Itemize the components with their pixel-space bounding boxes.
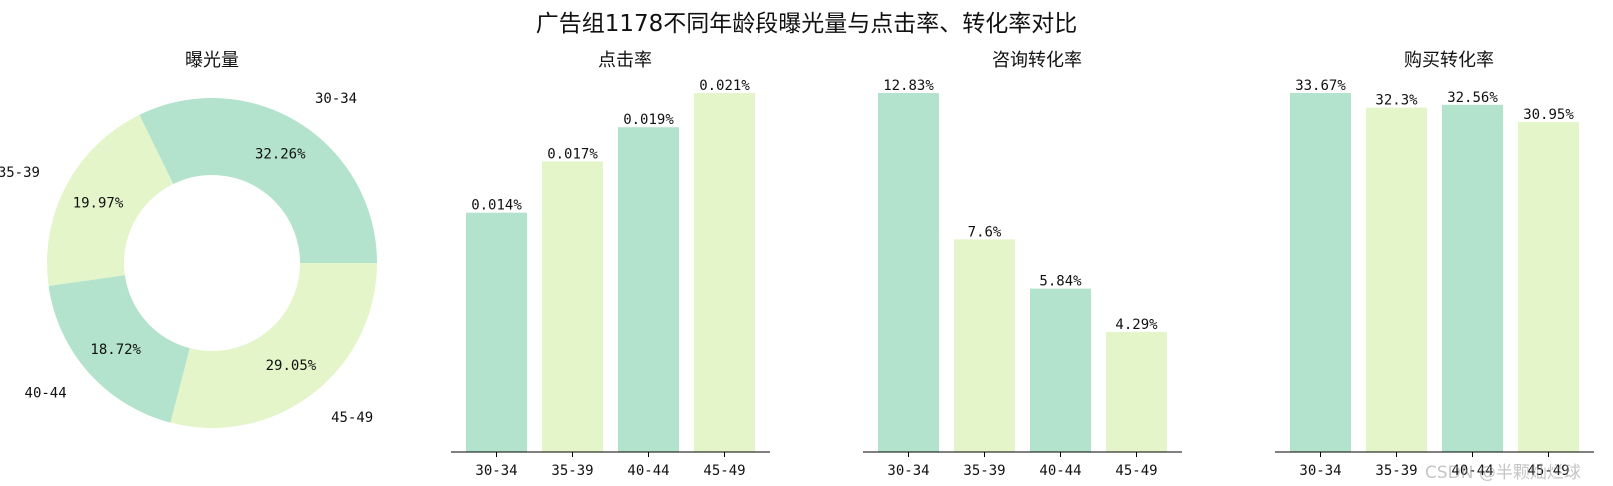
x-tick-label: 30-34 <box>1299 463 1341 479</box>
bar-value-label: 0.019% <box>623 112 674 128</box>
bar-45-49 <box>694 93 755 452</box>
pie-value-label: 32.26% <box>255 146 306 162</box>
pie-slice-40-44 <box>48 275 190 423</box>
bar-value-label: 32.3% <box>1375 93 1418 109</box>
panel-title: 购买转化率 <box>1404 50 1494 71</box>
bar-35-39 <box>1366 107 1427 453</box>
pie-category-label: 45-49 <box>331 410 373 426</box>
watermark: CSDN @半颗灿烂球 <box>1425 463 1581 483</box>
pie-slice-35-39 <box>46 114 174 287</box>
pie-category-label: 35-39 <box>0 165 40 181</box>
bar-35-39 <box>954 239 1015 452</box>
x-tick-label: 35-39 <box>963 463 1005 479</box>
x-tick-label: 45-49 <box>1115 463 1157 479</box>
bar-30-34 <box>1290 93 1351 452</box>
x-tick-label: 40-44 <box>1039 463 1081 479</box>
bar-value-label: 0.021% <box>699 78 750 94</box>
bar-45-49 <box>1518 122 1579 452</box>
x-tick-label: 35-39 <box>551 463 593 479</box>
bar-value-label: 32.56% <box>1447 90 1498 106</box>
pie-slice-30-34 <box>139 97 377 263</box>
pie-category-label: 30-34 <box>315 91 357 107</box>
bar-30-34 <box>878 93 939 452</box>
bar-value-label: 12.83% <box>883 78 934 94</box>
bar-value-label: 33.67% <box>1295 78 1346 94</box>
bar-35-39 <box>542 161 603 452</box>
pie-value-label: 18.72% <box>90 342 141 358</box>
panel-title: 点击率 <box>598 50 652 71</box>
bar-40-44 <box>1030 288 1091 452</box>
bar-value-label: 30.95% <box>1523 107 1574 123</box>
x-tick-label: 35-39 <box>1375 463 1417 479</box>
pie-title: 曝光量 <box>185 50 239 71</box>
pie-slice-45-49 <box>170 263 377 428</box>
pie-category-label: 40-44 <box>25 386 67 402</box>
bar-30-34 <box>466 212 527 452</box>
bar-value-label: 7.6% <box>968 224 1002 240</box>
bar-40-44 <box>618 127 679 452</box>
figure-title: 广告组1178不同年龄段曝光量与点击率、转化率对比 <box>535 11 1078 37</box>
x-tick-label: 45-49 <box>1527 463 1569 479</box>
bar-value-label: 0.014% <box>471 198 522 214</box>
x-tick-label: 30-34 <box>475 463 517 479</box>
bar-value-label: 0.017% <box>547 146 598 162</box>
bar-40-44 <box>1442 104 1503 452</box>
bar-value-label: 5.84% <box>1039 274 1082 290</box>
panel-title: 咨询转化率 <box>992 50 1082 71</box>
x-tick-label: 40-44 <box>627 463 669 479</box>
pie-value-label: 29.05% <box>266 358 317 374</box>
x-tick-label: 45-49 <box>703 463 745 479</box>
bar-value-label: 4.29% <box>1115 317 1158 333</box>
x-tick-label: 30-34 <box>887 463 929 479</box>
x-tick-label: 40-44 <box>1451 463 1493 479</box>
bar-45-49 <box>1106 331 1167 452</box>
pie-value-label: 19.97% <box>73 196 124 212</box>
